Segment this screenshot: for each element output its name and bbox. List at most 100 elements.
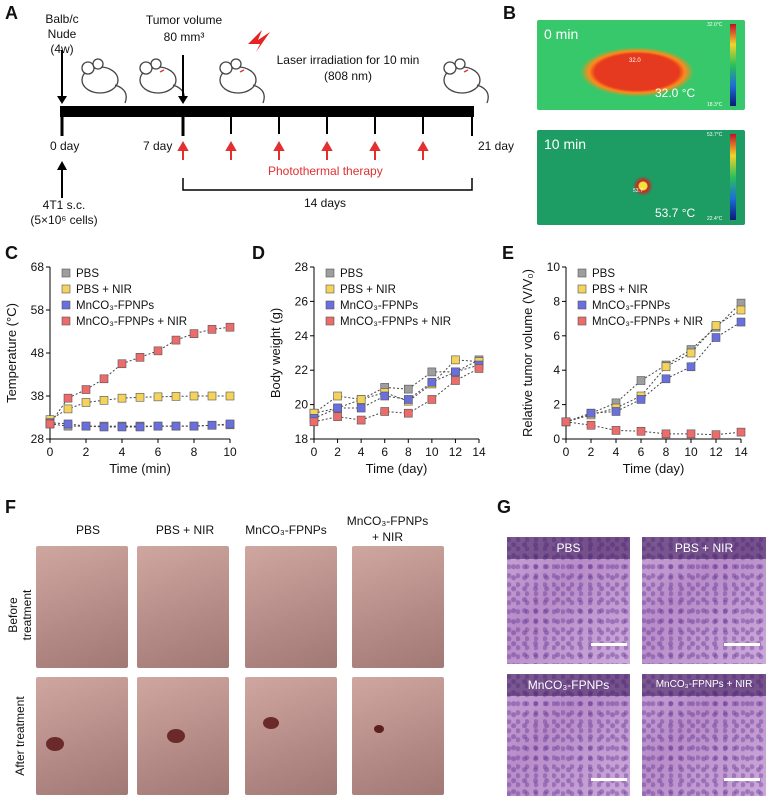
thermal-image-0min: 0 min 32.0 °C 32.0 32.0°C 18.3°C: [537, 20, 745, 110]
data-point: [333, 412, 342, 421]
data-point: [45, 419, 55, 429]
histology-pbs-nir: PBS + NIR: [642, 537, 766, 664]
y-tick-label: 48: [31, 346, 45, 360]
data-point: [380, 407, 390, 416]
y-axis-label: Temperature (°C): [4, 303, 19, 403]
row-before-label: Before treatment: [6, 589, 34, 641]
data-point: [711, 430, 721, 439]
x-tick-label: 2: [588, 445, 595, 459]
panel-letter-a: A: [5, 3, 18, 23]
x-axis-label: Time (day): [623, 461, 685, 476]
legend-marker: [325, 300, 335, 310]
photo-after-pbs: [36, 677, 128, 795]
panel-letter-c: C: [5, 243, 18, 263]
y-tick-label: 26: [295, 294, 309, 308]
y-tick-label: 6: [553, 329, 560, 343]
legend-marker: [325, 268, 335, 278]
legend-marker: [325, 284, 335, 294]
data-point: [81, 421, 91, 431]
histology-mn-nir: MnCO₃-FPNPs + NIR: [642, 674, 766, 796]
data-point: [333, 403, 342, 413]
x-tick-label: 10: [684, 445, 698, 459]
data-point: [451, 376, 460, 385]
scale-max-0: 32.0°C: [707, 22, 723, 28]
panel-letter-g: G: [497, 497, 512, 517]
x-tick-label: 0: [47, 445, 54, 459]
y-tick-label: 2: [553, 398, 560, 412]
legend-marker: [61, 316, 71, 326]
photo-col-pbs: PBS: [75, 523, 100, 537]
x-tick-label: 6: [381, 445, 388, 459]
y-tick-label: 28: [295, 260, 309, 274]
therapy-label: Photothermal therapy: [268, 164, 383, 178]
data-point: [451, 367, 460, 377]
data-point: [225, 322, 235, 332]
mouse-icon: [139, 58, 185, 104]
x-tick-label: 6: [638, 445, 645, 459]
y-tick-label: 68: [31, 260, 45, 274]
photo-col-mn-nir: MnCO₃-FPNPs + NIR: [346, 514, 429, 544]
data-point: [63, 393, 73, 403]
row-after-label: After treatment: [13, 696, 27, 776]
series-line: [565, 309, 742, 423]
x-axis-label: Time (day): [366, 461, 428, 476]
scale-min-10: 22.4°C: [707, 216, 723, 222]
data-point: [99, 422, 109, 432]
legend-label: MnCO₃-FPNPs: [340, 300, 418, 312]
data-point: [427, 395, 437, 404]
data-point: [661, 374, 671, 384]
data-point: [661, 362, 671, 372]
photo-col-mn: MnCO₃-FPNPs: [245, 523, 327, 537]
data-point: [380, 391, 390, 401]
y-tick-label: 20: [295, 398, 309, 412]
data-point: [403, 408, 413, 418]
histology-label: MnCO₃-FPNPs: [507, 674, 630, 696]
y-tick-label: 28: [31, 432, 45, 446]
data-point: [189, 421, 199, 431]
thermal-time-0: 0 min: [544, 26, 579, 42]
data-point: [736, 317, 746, 327]
photo-after-pbs-nir: [137, 677, 229, 795]
x-tick-label: 2: [334, 445, 341, 459]
day-7-label: 7 day: [143, 139, 173, 153]
x-tick-label: 4: [358, 445, 365, 459]
legend-marker: [61, 268, 71, 278]
scale-bar: [724, 643, 760, 646]
scale-max-10: 53.7°C: [707, 132, 723, 138]
data-point: [63, 404, 73, 414]
data-point: [207, 391, 217, 401]
data-point: [736, 427, 746, 437]
x-tick-label: 10: [425, 445, 439, 459]
x-tick-label: 2: [83, 445, 90, 459]
data-point: [207, 325, 217, 334]
data-point: [117, 359, 127, 369]
histology-label: PBS: [507, 537, 630, 559]
thermal-image-10min: 10 min 53.7 °C 53.7 53.7°C 22.4°C: [537, 130, 745, 225]
thermal-time-10: 10 min: [544, 136, 587, 152]
data-point: [611, 426, 621, 435]
data-point: [225, 391, 235, 401]
legend-label: MnCO₃-FPNPs + NIR: [592, 316, 703, 328]
panel-letter-e: E: [502, 243, 515, 263]
y-tick-label: 24: [295, 329, 309, 343]
series-line: [49, 326, 231, 425]
legend-label: PBS: [76, 268, 99, 280]
data-point: [63, 419, 73, 429]
histology-mn: MnCO₃-FPNPs: [507, 674, 630, 796]
x-tick-label: 8: [191, 445, 198, 459]
scale-bar: [591, 643, 627, 646]
panel-letter-f: F: [5, 497, 16, 517]
x-tick-label: 12: [709, 445, 723, 459]
data-point: [686, 429, 696, 439]
data-point: [561, 417, 571, 427]
legend-marker: [325, 316, 335, 326]
photo-before-mn: [245, 546, 337, 668]
data-point: [356, 395, 366, 404]
data-point: [189, 329, 199, 338]
mouse-label: Balb/c Nude (4w): [45, 12, 79, 56]
x-tick-label: 6: [155, 445, 162, 459]
timeline-diagram: [57, 30, 489, 198]
mouse-icon: [81, 58, 127, 104]
y-tick-label: 4: [553, 363, 560, 377]
